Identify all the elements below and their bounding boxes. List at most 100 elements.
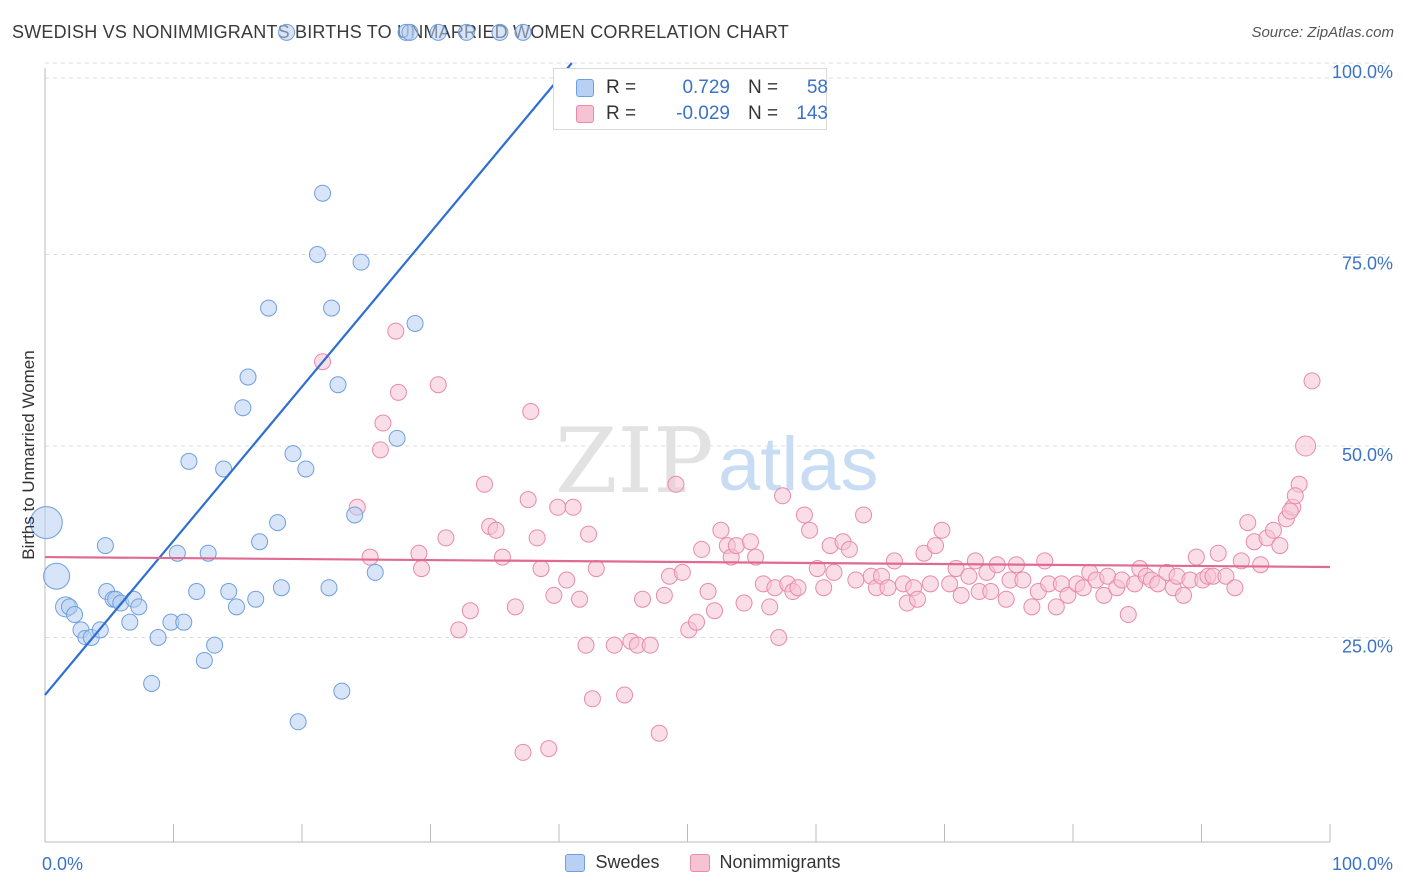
nonimmigrants-point-26 bbox=[558, 571, 576, 589]
n-label: N = bbox=[748, 103, 779, 124]
swedes-point-49 bbox=[366, 563, 384, 581]
r-label: R = bbox=[606, 103, 637, 124]
swedes-point-57 bbox=[514, 23, 532, 41]
nonimmigrants-point-55 bbox=[747, 548, 765, 566]
nonimmigrants-point-133 bbox=[1232, 552, 1250, 570]
nonimmigrants-point-126 bbox=[1187, 548, 1205, 566]
nonimmigrants-point-132 bbox=[1226, 579, 1244, 597]
nonimmigrants-point-8 bbox=[413, 560, 431, 578]
swedes-point-27 bbox=[215, 460, 233, 478]
nonimmigrants-point-60 bbox=[774, 487, 792, 505]
nonimmigrants-point-17 bbox=[506, 598, 524, 616]
nonimmigrants-point-84 bbox=[921, 575, 939, 593]
nonimmigrants-point-59 bbox=[770, 629, 788, 646]
nonimmigrants-point-43 bbox=[673, 563, 691, 581]
nonimmigrants-point-30 bbox=[580, 525, 598, 543]
swedes-r-value: 0.729 bbox=[682, 77, 730, 98]
nonimmigrants-point-38 bbox=[641, 636, 659, 654]
y-tick-label-50: 50.0% bbox=[1342, 445, 1393, 465]
nonimmigrants-point-86 bbox=[933, 521, 951, 539]
legend-label-nonimmigrants: Nonimmigrants bbox=[719, 852, 841, 872]
nonimmigrants-point-19 bbox=[519, 491, 537, 509]
nonimmigrants-n-value: 143 bbox=[796, 103, 828, 124]
nonimmigrants-point-15 bbox=[487, 521, 505, 539]
nonimmigrants-point-108 bbox=[1074, 579, 1092, 597]
nonimmigrants-point-63 bbox=[789, 579, 807, 597]
nonimmigrants-point-66 bbox=[808, 560, 826, 578]
nonimmigrants-point-11 bbox=[450, 621, 468, 639]
nonimmigrants-point-144 bbox=[1295, 435, 1317, 457]
swedes-point-18 bbox=[149, 629, 167, 646]
nonimmigrants-point-9 bbox=[429, 376, 447, 394]
nonimmigrants-point-40 bbox=[655, 586, 673, 604]
source-note: Source: ZipAtlas.com bbox=[1251, 24, 1394, 41]
nonimmigrants-point-64 bbox=[795, 506, 813, 524]
nonimmigrants-point-12 bbox=[461, 602, 479, 620]
legend-swatch-swedes bbox=[565, 853, 586, 872]
nonimmigrants-point-143 bbox=[1286, 487, 1304, 505]
nonimmigrants-point-130 bbox=[1209, 544, 1227, 562]
swedes-trend-line bbox=[44, 62, 573, 696]
swedes-point-48 bbox=[352, 253, 370, 271]
y-tick-label-25: 25.0% bbox=[1342, 637, 1393, 657]
nonimmigrants-point-23 bbox=[540, 740, 558, 758]
nonimmigrants-point-2 bbox=[361, 548, 379, 566]
stats-row-nonimmigrants: R = -0.029 N = 143 bbox=[576, 101, 828, 127]
nonimmigrants-point-77 bbox=[879, 579, 897, 597]
nonimmigrants-point-18 bbox=[514, 743, 532, 761]
swedes-point-46 bbox=[333, 682, 351, 700]
swedes-point-38 bbox=[284, 445, 302, 463]
swedes-point-30 bbox=[234, 399, 252, 417]
nonimmigrants-point-20 bbox=[522, 403, 540, 421]
swedes-point-28 bbox=[220, 583, 238, 601]
swedes-point-44 bbox=[323, 299, 341, 317]
nonimmigrants-point-71 bbox=[840, 540, 858, 558]
swedes-point-43 bbox=[320, 579, 338, 597]
nonimmigrants-point-134 bbox=[1239, 514, 1257, 532]
nonimmigrants-point-28 bbox=[571, 590, 589, 608]
x-tick-label-min: 0.0% bbox=[42, 854, 83, 874]
nonimmigrants-point-27 bbox=[564, 498, 582, 516]
axes bbox=[44, 68, 1331, 843]
nonimmigrants-point-85 bbox=[927, 537, 945, 555]
nonimmigrants-point-69 bbox=[825, 563, 843, 581]
swedes-point-36 bbox=[272, 579, 290, 597]
gridlines bbox=[45, 62, 1390, 638]
series-swedes-points bbox=[29, 23, 532, 731]
swedes-point-26 bbox=[206, 636, 224, 654]
nonimmigrants-swatch bbox=[576, 105, 594, 123]
swedes-point-34 bbox=[260, 299, 278, 317]
swedes-point-22 bbox=[180, 452, 198, 470]
nonimmigrants-point-42 bbox=[667, 475, 685, 493]
swedes-point-4 bbox=[66, 606, 84, 624]
correlation-stats-box: R = 0.729 N = 58 R = -0.029 N = 143 bbox=[553, 68, 828, 130]
nonimmigrants-point-31 bbox=[583, 690, 601, 708]
swedes-point-55 bbox=[457, 23, 475, 41]
swedes-point-29 bbox=[227, 598, 245, 616]
swedes-point-32 bbox=[247, 590, 265, 608]
nonimmigrants-point-3 bbox=[371, 441, 389, 459]
swedes-point-21 bbox=[175, 613, 193, 631]
nonimmigrants-trend-line bbox=[44, 555, 1331, 569]
swedes-point-37 bbox=[278, 23, 296, 41]
nonimmigrants-point-39 bbox=[650, 724, 668, 742]
swedes-point-40 bbox=[297, 460, 315, 478]
swedes-point-17 bbox=[143, 674, 161, 692]
nonimmigrants-point-29 bbox=[577, 636, 595, 654]
n-label: N = bbox=[748, 77, 779, 98]
nonimmigrants-point-6 bbox=[389, 383, 407, 401]
nonimmigrants-point-25 bbox=[549, 498, 567, 516]
chart-legend: Swedes Nonimmigrants bbox=[0, 852, 1406, 873]
swedes-n-value: 58 bbox=[806, 77, 828, 98]
nonimmigrants-point-115 bbox=[1119, 606, 1137, 624]
nonimmigrants-point-53 bbox=[735, 594, 753, 612]
nonimmigrants-point-124 bbox=[1175, 586, 1193, 604]
nonimmigrants-point-46 bbox=[693, 540, 711, 558]
nonimmigrants-point-54 bbox=[741, 533, 759, 551]
series-nonimmigrants-points bbox=[314, 322, 1321, 761]
nonimmigrants-point-33 bbox=[605, 636, 623, 654]
nonimmigrants-point-111 bbox=[1095, 586, 1113, 604]
nonimmigrants-point-96 bbox=[997, 590, 1015, 608]
swedes-point-47 bbox=[346, 506, 364, 524]
nonimmigrants-point-57 bbox=[761, 598, 779, 616]
